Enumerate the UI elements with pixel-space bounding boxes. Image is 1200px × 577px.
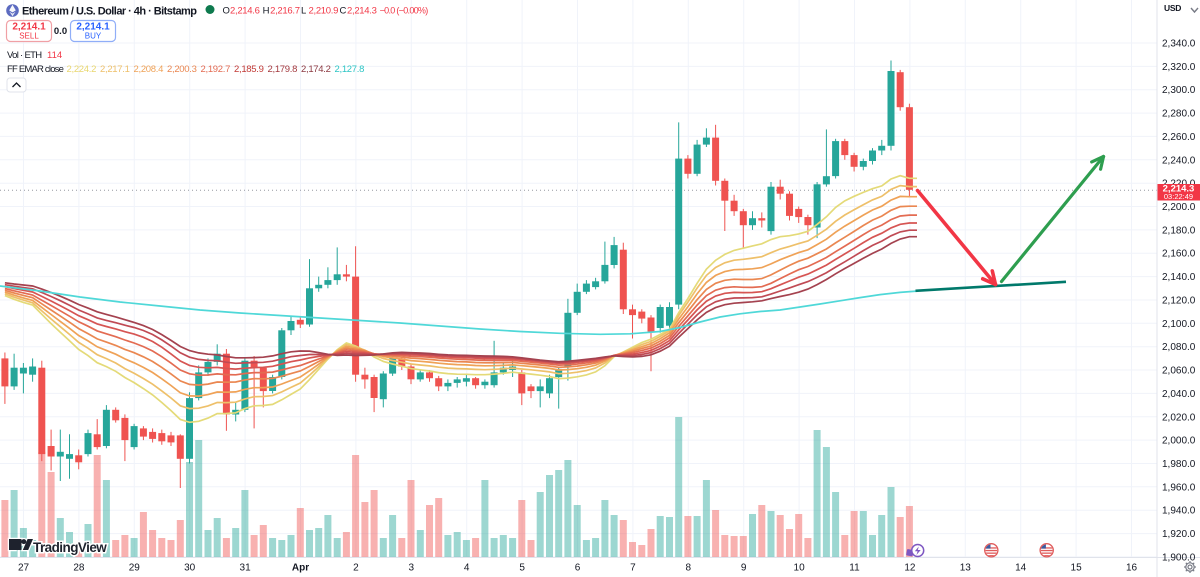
svg-text:2: 2: [353, 563, 359, 574]
svg-text:3: 3: [409, 563, 415, 574]
svg-text:03:22:49: 03:22:49: [1164, 192, 1193, 201]
svg-text:SELL: SELL: [19, 32, 39, 41]
svg-text:USD: USD: [1164, 3, 1181, 13]
svg-text:13: 13: [960, 563, 972, 574]
svg-text:O: O: [223, 6, 230, 17]
svg-text:7: 7: [630, 563, 636, 574]
svg-text:30: 30: [184, 563, 196, 574]
svg-text:2,320.0: 2,320.0: [1162, 62, 1196, 73]
svg-text:2,192.7: 2,192.7: [201, 64, 231, 75]
svg-text:28: 28: [73, 563, 85, 574]
svg-text:114: 114: [47, 50, 62, 61]
svg-text:16: 16: [1126, 563, 1138, 574]
svg-text:0.0: 0.0: [54, 26, 67, 37]
svg-text:9: 9: [741, 563, 747, 574]
svg-text:27: 27: [18, 563, 30, 574]
svg-text:Apr: Apr: [292, 563, 309, 574]
svg-text:15: 15: [1071, 563, 1083, 574]
svg-text:2,179.8: 2,179.8: [268, 64, 298, 75]
svg-text:2,200.0: 2,200.0: [1162, 202, 1196, 213]
svg-text:−0.0 (−0.00%): −0.0 (−0.00%): [380, 6, 429, 16]
svg-text:2,180.0: 2,180.0: [1162, 225, 1196, 236]
svg-text:2,160.0: 2,160.0: [1162, 249, 1196, 260]
svg-text:1,980.0: 1,980.0: [1162, 459, 1196, 470]
svg-text:14: 14: [1015, 563, 1027, 574]
svg-text:TradingView: TradingView: [33, 540, 107, 555]
svg-text:2,214.3: 2,214.3: [347, 6, 377, 17]
svg-text:29: 29: [129, 563, 141, 574]
svg-text:C: C: [340, 6, 347, 17]
svg-text:2,224.2: 2,224.2: [67, 64, 97, 75]
svg-text:12: 12: [904, 563, 916, 574]
svg-text:2,217.1: 2,217.1: [100, 64, 130, 75]
svg-text:TradingView: TradingView: [33, 540, 107, 555]
svg-text:2,208.4: 2,208.4: [134, 64, 164, 75]
svg-text:2,100.0: 2,100.0: [1162, 319, 1196, 330]
svg-text:2,080.0: 2,080.0: [1162, 342, 1196, 353]
svg-text:2,210.9: 2,210.9: [309, 6, 339, 17]
svg-text:L: L: [301, 6, 306, 17]
svg-text:1,940.0: 1,940.0: [1162, 506, 1196, 517]
svg-text:1,960.0: 1,960.0: [1162, 482, 1196, 493]
svg-text:2,020.0: 2,020.0: [1162, 412, 1196, 423]
svg-text:10: 10: [794, 563, 806, 574]
svg-text:Vol · ETH: Vol · ETH: [7, 50, 42, 61]
svg-text:2,214.1: 2,214.1: [12, 22, 46, 33]
svg-text:2,040.0: 2,040.0: [1162, 389, 1196, 400]
svg-text:1,900.0: 1,900.0: [1162, 552, 1196, 563]
svg-text:2,174.2: 2,174.2: [301, 64, 331, 75]
svg-text:11: 11: [849, 563, 860, 574]
svg-text:2,214.6: 2,214.6: [230, 6, 260, 17]
svg-text:5: 5: [519, 563, 525, 574]
svg-text:31: 31: [240, 563, 252, 574]
svg-text:2,214.1: 2,214.1: [76, 22, 110, 33]
svg-text:6: 6: [575, 563, 581, 574]
svg-text:FF EMAR close: FF EMAR close: [7, 64, 64, 75]
svg-text:H: H: [263, 6, 270, 17]
svg-text:2,260.0: 2,260.0: [1162, 132, 1196, 143]
svg-text:2,300.0: 2,300.0: [1162, 85, 1196, 96]
svg-text:2,216.7: 2,216.7: [270, 6, 300, 17]
svg-text:1,920.0: 1,920.0: [1162, 529, 1196, 540]
svg-text:2,240.0: 2,240.0: [1162, 155, 1196, 166]
svg-text:BUY: BUY: [85, 32, 102, 41]
svg-text:2,214.3: 2,214.3: [1163, 184, 1195, 195]
svg-text:2,120.0: 2,120.0: [1162, 296, 1196, 307]
svg-text:2,200.3: 2,200.3: [167, 64, 197, 75]
svg-text:2,140.0: 2,140.0: [1162, 272, 1196, 283]
svg-text:4: 4: [464, 563, 470, 574]
svg-text:8: 8: [686, 563, 692, 574]
svg-text:2,340.0: 2,340.0: [1162, 39, 1196, 50]
svg-text:2,185.9: 2,185.9: [234, 64, 264, 75]
svg-text:2,127.8: 2,127.8: [335, 64, 365, 75]
svg-text:2,000.0: 2,000.0: [1162, 436, 1196, 447]
svg-text:2,280.0: 2,280.0: [1162, 109, 1196, 120]
svg-text:2,060.0: 2,060.0: [1162, 366, 1196, 377]
svg-text:Ethereum / U.S. Dollar · 4h ·: Ethereum / U.S. Dollar · 4h · Bitstamp: [22, 6, 197, 18]
